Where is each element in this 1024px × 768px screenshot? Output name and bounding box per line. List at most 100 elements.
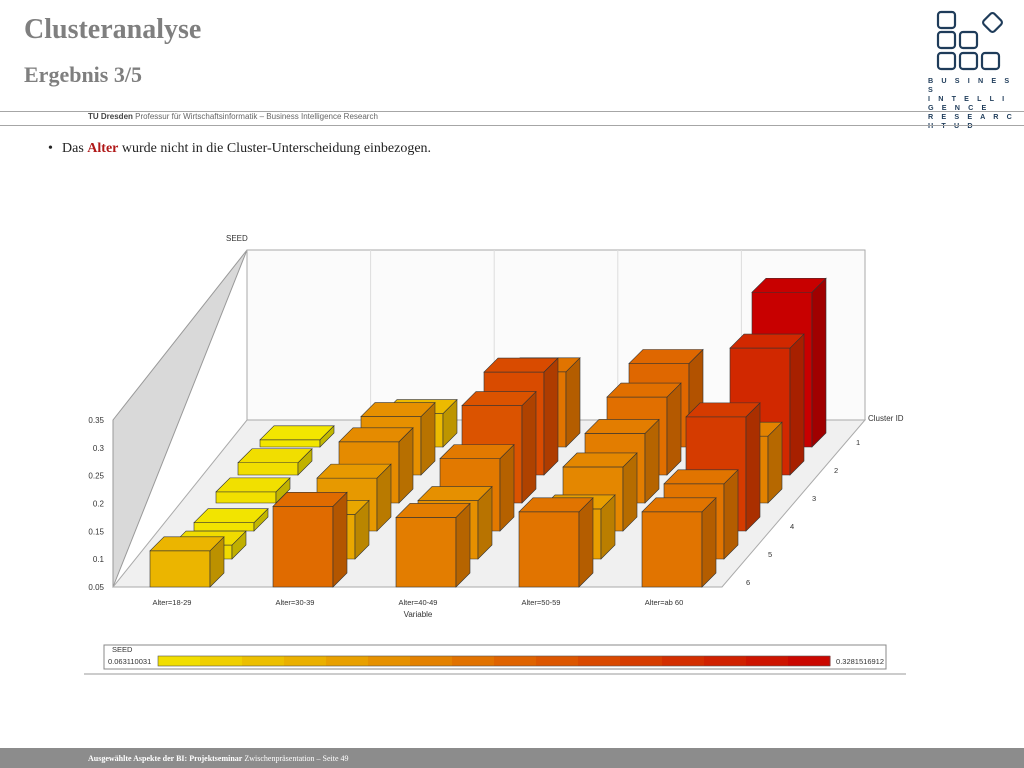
- legend-min-label: 0.063110031: [108, 657, 151, 666]
- x-axis-title: Variable: [404, 610, 433, 619]
- chart-bar: [193, 507, 269, 532]
- chart-bar: [259, 425, 335, 448]
- seed-3d-bar-chart: 0.35 0.3 0.25 0.2 0.15 0.1 0.05 SEED Variable Clu…: [84, 234, 906, 675]
- bar-top: [237, 448, 313, 464]
- legend-swatch: [200, 656, 243, 666]
- chart-bar: [395, 502, 471, 588]
- bar-top: [685, 402, 761, 418]
- bar-front: [237, 462, 299, 476]
- bar-top: [259, 425, 335, 441]
- bar-side: [543, 357, 559, 476]
- bar-side: [332, 491, 348, 588]
- bar-side: [578, 497, 594, 588]
- chart-bar: [215, 477, 291, 504]
- bar-top: [417, 486, 493, 501]
- legend-swatch: [158, 656, 201, 666]
- bullet-item: • Das Alter wurde nicht in die Cluster-Un…: [48, 141, 431, 157]
- x-tick-label: Alter=30-39: [276, 598, 315, 607]
- legend-swatch: [284, 656, 327, 666]
- bar-front: [272, 505, 334, 588]
- bar-top: [316, 463, 392, 479]
- bar-top: [751, 277, 827, 293]
- legend-swatch: [242, 656, 285, 666]
- bar-top: [606, 382, 682, 398]
- legend-swatch: [326, 656, 369, 666]
- bar-front: [641, 511, 703, 588]
- logo-square: [936, 51, 957, 71]
- bar-top: [395, 503, 471, 518]
- bar-top: [338, 427, 414, 443]
- logo-square: [958, 30, 979, 50]
- bar-front: [259, 439, 321, 448]
- affiliation-university: TU Dresden: [88, 112, 133, 121]
- bar-side: [701, 497, 717, 588]
- header-divider-bottom: [0, 125, 1024, 126]
- bar-top: [215, 477, 291, 493]
- legend-swatch: [452, 656, 495, 666]
- bar-top: [584, 419, 660, 434]
- y-tick-label: 0.3: [93, 444, 105, 453]
- bar-side: [789, 333, 805, 476]
- y-tick-label: 0.35: [88, 416, 104, 425]
- bar-top: [149, 536, 225, 552]
- footer-bar: [0, 748, 1024, 768]
- bar-top: [641, 497, 717, 513]
- x-tick-label: Alter=ab 60: [645, 598, 684, 607]
- bar-side: [811, 277, 827, 448]
- logo-square: [958, 51, 979, 71]
- footer-text: Ausgewählte Aspekte der BI: Projektsemin…: [88, 754, 349, 763]
- bar-side: [644, 418, 660, 504]
- chart-bar: [272, 491, 348, 588]
- legend-swatch: [788, 656, 831, 666]
- chart-bar: [237, 448, 313, 476]
- legend-swatch: [410, 656, 453, 666]
- legend-swatch: [704, 656, 747, 666]
- bullet-dot: •: [48, 141, 53, 156]
- chart-left-wall: [112, 249, 248, 588]
- bar-top: [729, 333, 805, 349]
- bullet-highlight: Alter: [87, 141, 119, 156]
- bar-side: [499, 443, 515, 532]
- bar-top: [461, 391, 537, 406]
- z-axis-title: SEED: [226, 234, 248, 243]
- legend-swatch: [662, 656, 705, 666]
- bar-side: [723, 469, 739, 560]
- bar-front: [518, 511, 580, 588]
- bullet-text-post: wurde nicht in die Cluster-Unterscheidun…: [118, 141, 432, 156]
- logo-square: [936, 30, 957, 50]
- legend-swatch: [746, 656, 789, 666]
- slide-title: Clusteranalyse: [24, 14, 202, 45]
- chart-bar: [641, 497, 717, 588]
- legend-title: SEED: [112, 645, 133, 654]
- legend-bar-frame: [157, 655, 831, 667]
- bar-top: [193, 508, 269, 523]
- x-tick-label: Alter=40-49: [399, 598, 438, 607]
- footer-course: Ausgewählte Aspekte der BI: Projektsemin…: [88, 754, 243, 763]
- legend-swatch: [494, 656, 537, 666]
- logo-square: [936, 10, 957, 30]
- bar-front: [193, 522, 255, 532]
- cluster-tick-label: 6: [746, 578, 750, 587]
- bar-side: [745, 402, 761, 532]
- bullet-text-pre: Das: [62, 141, 88, 156]
- footer-page: Zwischenpräsentation – Seite 49: [242, 754, 349, 763]
- y-tick-label: 0.1: [93, 555, 105, 564]
- y-tick-label: 0.2: [93, 500, 105, 509]
- cluster-tick-label: 3: [812, 494, 816, 503]
- bar-top: [360, 402, 436, 417]
- bar-side: [565, 357, 581, 448]
- legend-swatch: [536, 656, 579, 666]
- legend-swatch: [368, 656, 411, 666]
- bar-top: [518, 497, 594, 513]
- slide-subtitle: Ergebnis 3/5: [24, 62, 142, 87]
- logo-line: I N T E L L I G E N C E: [928, 94, 1008, 112]
- bar-top: [483, 357, 559, 373]
- cluster-tick-label: 5: [768, 550, 772, 559]
- chart-bar: [149, 536, 225, 588]
- bar-top: [439, 444, 515, 459]
- bar-side: [521, 390, 537, 504]
- legend-max-label: 0.3281516912: [836, 657, 884, 666]
- bar-side: [666, 382, 682, 476]
- y-tick-label: 0.25: [88, 472, 104, 481]
- bar-front: [215, 491, 277, 504]
